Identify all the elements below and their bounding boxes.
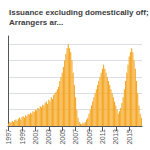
svg-text:2007: 2007 (72, 129, 79, 145)
svg-text:Issuance excluding domesticall: Issuance excluding domestically off; (9, 8, 150, 17)
svg-text:2009: 2009 (86, 129, 93, 145)
svg-text:2005: 2005 (59, 129, 66, 145)
svg-text:2013: 2013 (112, 129, 119, 145)
svg-text:2003: 2003 (45, 129, 52, 145)
svg-text:2011: 2011 (99, 129, 106, 144)
svg-text:2001: 2001 (32, 129, 39, 145)
svg-text:Arrangers ar...: Arrangers ar... (9, 18, 63, 27)
svg-text:1997: 1997 (5, 129, 12, 145)
svg-text:2015: 2015 (126, 129, 133, 145)
svg-text:1999: 1999 (19, 129, 26, 145)
